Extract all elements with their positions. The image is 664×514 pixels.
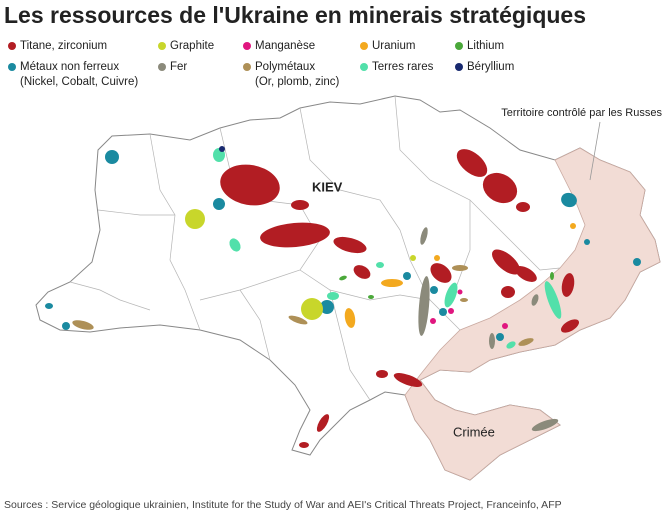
deposit xyxy=(418,276,430,336)
deposit xyxy=(502,323,508,329)
deposit xyxy=(560,319,580,333)
legend-label: Fer xyxy=(170,61,187,73)
deposit xyxy=(376,370,388,378)
legend-label: Polymétaux xyxy=(255,61,315,73)
deposit xyxy=(220,164,280,206)
deposit xyxy=(430,286,438,294)
legend-label: Uranium xyxy=(372,40,415,52)
deposit xyxy=(460,298,468,302)
legend-swatch xyxy=(8,63,16,71)
deposit xyxy=(561,273,575,297)
legend-sublabel: (Nickel, Cobalt, Cuivre) xyxy=(20,76,138,88)
deposit xyxy=(501,286,515,298)
legend-swatch xyxy=(8,42,16,50)
deposit xyxy=(288,315,308,325)
legend-swatch xyxy=(455,42,463,50)
deposit xyxy=(531,294,539,306)
deposit xyxy=(410,255,416,261)
deposit xyxy=(430,263,452,283)
deposit xyxy=(531,418,559,432)
deposit xyxy=(570,223,576,229)
deposit xyxy=(353,265,371,279)
deposit xyxy=(62,322,70,330)
deposit xyxy=(516,202,530,212)
deposit xyxy=(393,373,423,387)
deposit xyxy=(515,266,537,282)
deposit xyxy=(320,300,334,314)
deposit xyxy=(333,236,367,254)
deposit xyxy=(456,149,488,177)
deposit xyxy=(213,198,225,210)
legend-swatch xyxy=(360,42,368,50)
deposit xyxy=(219,146,225,152)
deposit xyxy=(452,265,468,271)
capital-label: KIEV xyxy=(312,179,343,194)
deposit xyxy=(448,308,454,314)
legend-label: Lithium xyxy=(467,40,504,52)
deposit xyxy=(434,255,440,261)
legend-swatch xyxy=(360,63,368,71)
deposit xyxy=(561,192,577,208)
deposit xyxy=(430,318,436,324)
deposit xyxy=(185,209,205,229)
crimea-label: Crimée xyxy=(453,424,495,439)
title: Les ressources de l'Ukraine en minerais … xyxy=(4,2,586,28)
legend: Titane, zirconium Graphite Manganèse Uraniu… xyxy=(8,40,514,88)
legend-label: Titane, zirconium xyxy=(20,40,107,52)
deposit xyxy=(584,239,590,245)
deposit xyxy=(229,238,241,252)
legend-label: Béryllium xyxy=(467,61,514,73)
deposit xyxy=(381,279,403,287)
deposit xyxy=(518,338,534,346)
legend-label: Terres rares xyxy=(372,61,434,73)
legend-swatch xyxy=(455,63,463,71)
deposit xyxy=(316,414,330,432)
deposit xyxy=(544,281,562,319)
deposit xyxy=(376,262,384,268)
deposit xyxy=(439,308,447,316)
deposit xyxy=(339,275,347,281)
deposit xyxy=(403,272,411,280)
occupied-pointer xyxy=(589,121,601,181)
deposit xyxy=(299,442,309,448)
legend-swatch xyxy=(158,63,166,71)
deposit xyxy=(344,308,356,328)
deposit xyxy=(457,289,463,295)
deposit xyxy=(45,303,53,309)
occupied-label: Territoire contrôlé par les Russes xyxy=(501,107,662,119)
deposit xyxy=(301,298,323,320)
deposit xyxy=(72,320,94,330)
legend-swatch xyxy=(243,42,251,50)
occupied-territory xyxy=(404,147,661,481)
legend-label: Graphite xyxy=(170,40,214,52)
deposit xyxy=(444,282,458,308)
deposit xyxy=(368,295,374,299)
source: Sources : Service géologique ukrainien, … xyxy=(4,499,562,511)
legend-swatch xyxy=(243,63,251,71)
deposit xyxy=(291,200,309,210)
deposit xyxy=(489,333,495,349)
legend-label: Manganèse xyxy=(255,40,315,52)
deposit xyxy=(482,172,518,204)
legend-swatch xyxy=(158,42,166,50)
deposit xyxy=(327,292,339,300)
deposit xyxy=(260,222,330,248)
deposits xyxy=(45,146,641,448)
deposit xyxy=(491,249,521,275)
deposit xyxy=(506,341,516,349)
deposit xyxy=(633,258,641,266)
legend-sublabel: (Or, plomb, zinc) xyxy=(255,76,340,88)
deposit xyxy=(550,272,554,280)
deposit xyxy=(105,150,119,164)
legend-label: Métaux non ferreux xyxy=(20,61,119,73)
deposit xyxy=(496,333,504,341)
deposit xyxy=(420,227,428,245)
